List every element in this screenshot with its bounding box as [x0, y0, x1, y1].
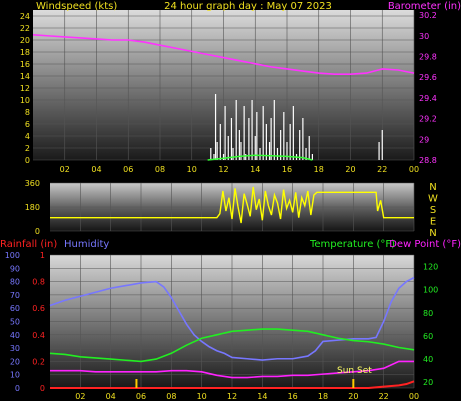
- time-tick-label: 00: [409, 165, 419, 174]
- windspeed-tick-label: 8: [25, 108, 30, 117]
- windspeed-tick-label: 24: [20, 12, 30, 21]
- time-tick-label: 04: [106, 392, 116, 401]
- time-tick-label: 06: [136, 392, 146, 401]
- sunset-annotation: Sun Set: [337, 366, 372, 376]
- temperature-line: [49, 328, 415, 363]
- time-tick-label: 18: [314, 165, 324, 174]
- legend-dewpoint: Dew Point (°F): [389, 239, 461, 250]
- humidity-tick-label: 70: [10, 291, 20, 300]
- direction-tick-label: 0: [35, 227, 40, 236]
- time-tick-label: 08: [155, 165, 165, 174]
- rainfall-tick-label: 0.4: [32, 331, 45, 340]
- tick-labels: 02468101214161820222428.82929.229.429.62…: [5, 11, 439, 401]
- barometer-tick-label: 29.2: [419, 115, 437, 124]
- compass-label: E: [430, 217, 436, 228]
- series-group: [32, 34, 415, 389]
- time-tick-label: 20: [345, 165, 355, 174]
- compass-label: N: [429, 228, 436, 239]
- direction-tick-label: 180: [25, 203, 40, 212]
- windspeed-tick-label: 16: [20, 60, 30, 69]
- temperature-tick-label: 100: [423, 286, 438, 295]
- time-tick-label: 06: [123, 165, 133, 174]
- time-tick-label: 08: [166, 392, 176, 401]
- windspeed-tick-label: 12: [20, 84, 30, 93]
- windspeed-tick-label: 22: [20, 24, 30, 33]
- windgust-line: [207, 154, 313, 161]
- windspeed-tick-label: 18: [20, 48, 30, 57]
- compass-label: W: [428, 194, 438, 205]
- windspeed-tick-label: 0: [25, 156, 30, 165]
- humidity-tick-label: 90: [10, 264, 20, 273]
- time-tick-label: 10: [187, 165, 197, 174]
- humidity-tick-label: 40: [10, 331, 20, 340]
- time-tick-label: 16: [282, 165, 292, 174]
- time-tick-label: 12: [218, 165, 228, 174]
- time-tick-label: 22: [377, 165, 387, 174]
- temperature-tick-label: 40: [423, 355, 433, 364]
- windspeed-axis-title: Windspeed (kts): [36, 1, 117, 12]
- temperature-tick-label: 60: [423, 332, 433, 341]
- legend-humidity: Humidity: [64, 239, 109, 250]
- barometer-tick-label: 30: [419, 32, 429, 41]
- barometer-axis-title: Barometer (in): [388, 1, 461, 12]
- time-tick-label: 04: [91, 165, 101, 174]
- humidity-tick-label: 60: [10, 304, 20, 313]
- temperature-tick-label: 80: [423, 309, 433, 318]
- barometer-line: [32, 34, 415, 75]
- compass-label: S: [430, 205, 436, 216]
- compass-label: N: [429, 182, 436, 193]
- barometer-tick-label: 30.2: [419, 11, 437, 20]
- time-tick-label: 18: [318, 392, 328, 401]
- time-tick-label: 14: [250, 165, 260, 174]
- time-tick-label: 14: [257, 392, 267, 401]
- humidity-line: [49, 276, 415, 361]
- rainfall-line: [50, 380, 415, 389]
- temperature-tick-label: 20: [423, 378, 433, 387]
- time-tick-label: 10: [197, 392, 207, 401]
- wind-direction-line: [50, 186, 414, 224]
- time-tick-label: 22: [379, 392, 389, 401]
- windspeed-tick-label: 4: [25, 132, 30, 141]
- windspeed-tick-label: 2: [25, 144, 30, 153]
- time-tick-label: 20: [348, 392, 358, 401]
- wind-panel-grid: [33, 10, 415, 161]
- humidity-tick-label: 50: [10, 318, 20, 327]
- barometer-tick-label: 29: [419, 135, 429, 144]
- windspeed-tick-label: 14: [20, 72, 30, 81]
- rainfall-tick-label: 1: [40, 251, 45, 260]
- time-tick-label: 02: [60, 165, 70, 174]
- rainfall-tick-label: 0.8: [32, 278, 45, 287]
- humidity-tick-label: 80: [10, 278, 20, 287]
- chart-title: 24 hour graph day : May 07 2023: [164, 1, 332, 12]
- time-tick-label: 12: [227, 392, 237, 401]
- time-tick-label: 02: [75, 392, 85, 401]
- barometer-tick-label: 28.8: [419, 156, 437, 165]
- direction-panel-grid: [50, 182, 415, 232]
- windspeed-tick-label: 10: [20, 96, 30, 105]
- dewpoint-line: [50, 360, 414, 379]
- legend-rainfall: Rainfall (in): [0, 239, 57, 250]
- barometer-tick-label: 29.4: [419, 94, 437, 103]
- rainfall-tick-label: 0.6: [32, 304, 45, 313]
- humidity-tick-label: 30: [10, 344, 20, 353]
- rainfall-tick-label: 0: [40, 384, 45, 393]
- time-tick-label: 16: [288, 392, 298, 401]
- barometer-tick-label: 29.8: [419, 53, 437, 62]
- barometer-tick-label: 29.6: [419, 73, 437, 82]
- humidity-tick-label: 20: [10, 357, 20, 366]
- legend-temperature: Temperature (°F): [309, 239, 395, 250]
- humidity-tick-label: 0: [15, 384, 20, 393]
- direction-tick-label: 360: [25, 179, 40, 188]
- windspeed-tick-label: 6: [25, 120, 30, 129]
- temperature-tick-label: 120: [423, 263, 438, 272]
- rainfall-tick-label: 0.2: [32, 357, 45, 366]
- humidity-tick-label: 100: [5, 251, 20, 260]
- humidity-tick-label: 10: [10, 371, 20, 380]
- windspeed-tick-label: 20: [20, 36, 30, 45]
- time-tick-label: 00: [409, 392, 419, 401]
